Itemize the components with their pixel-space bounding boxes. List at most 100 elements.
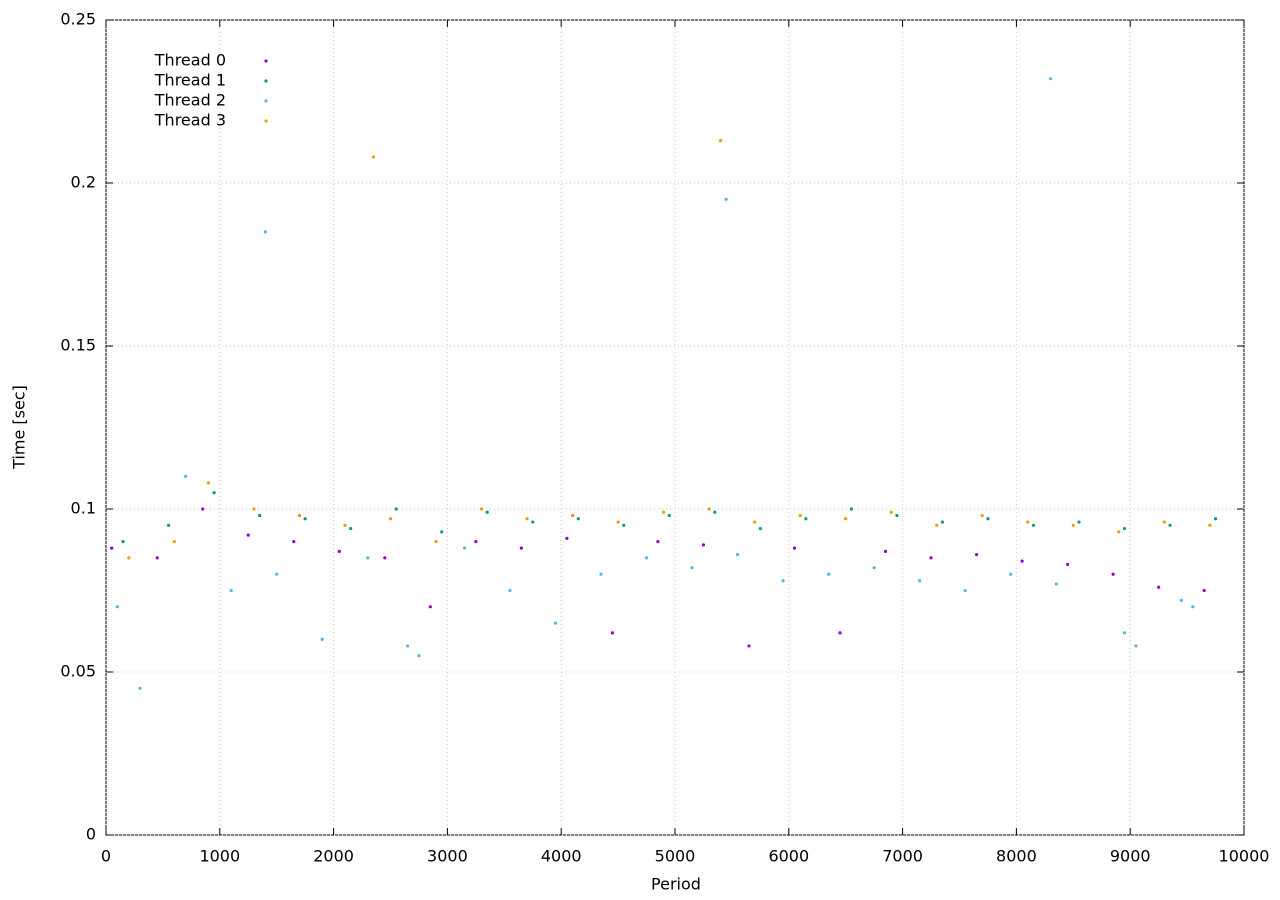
data-point	[320, 637, 324, 642]
data-point	[1026, 520, 1030, 524]
data-point	[184, 474, 188, 478]
y-tick-label: 0	[86, 825, 96, 844]
data-point	[263, 230, 267, 234]
data-point	[1122, 631, 1127, 635]
data-point	[531, 520, 535, 524]
data-point	[366, 556, 370, 560]
data-point	[747, 644, 751, 648]
data-point	[1048, 77, 1053, 81]
x-tick-label: 5000	[655, 847, 696, 866]
data-point	[889, 510, 893, 514]
x-axis-label: Period	[651, 875, 701, 894]
data-point	[883, 549, 888, 553]
data-point	[246, 533, 250, 537]
x-tick-label: 6000	[768, 847, 809, 866]
data-point	[428, 605, 432, 609]
data-point	[440, 530, 444, 534]
data-point	[417, 654, 421, 658]
data-point	[343, 523, 347, 527]
y-tick-label: 0.05	[60, 662, 96, 681]
data-point	[974, 553, 979, 557]
data-point	[963, 588, 967, 593]
legend-marker	[264, 79, 268, 83]
data-point	[758, 526, 762, 531]
data-point	[337, 549, 341, 553]
data-point	[827, 572, 831, 576]
data-point	[405, 644, 410, 648]
data-point	[525, 517, 529, 521]
data-point	[1111, 572, 1115, 576]
data-point	[844, 517, 848, 521]
data-point	[434, 540, 438, 544]
data-point	[1122, 526, 1127, 531]
data-point	[275, 572, 279, 576]
data-point	[1168, 523, 1172, 527]
data-point	[1031, 523, 1036, 527]
data-point	[508, 588, 512, 593]
data-point	[1191, 605, 1195, 609]
data-point	[1208, 523, 1212, 527]
data-point	[662, 510, 666, 514]
data-point	[718, 139, 723, 143]
legend-label: Thread 0	[154, 51, 226, 70]
data-point	[690, 566, 694, 570]
x-tick-label: 2000	[313, 847, 354, 866]
data-point	[553, 621, 558, 625]
data-point	[155, 556, 159, 560]
data-point	[1179, 598, 1184, 602]
y-tick-label: 0.15	[60, 336, 96, 355]
data-point	[479, 507, 484, 511]
data-point	[1054, 582, 1058, 586]
data-point	[838, 631, 842, 635]
data-point	[388, 517, 393, 521]
data-point	[935, 523, 939, 527]
data-point	[297, 513, 302, 518]
legend-marker	[264, 119, 268, 123]
data-point	[252, 507, 256, 511]
data-point	[1066, 562, 1070, 567]
data-point	[616, 520, 620, 524]
data-point	[872, 566, 876, 570]
data-point	[258, 513, 262, 518]
data-point	[610, 631, 615, 635]
data-point	[929, 556, 933, 560]
data-point	[121, 540, 125, 544]
data-point	[918, 579, 922, 583]
data-point	[656, 540, 660, 544]
data-point	[753, 520, 757, 524]
x-tick-label: 3000	[427, 847, 468, 866]
data-point	[724, 197, 728, 201]
data-point	[980, 513, 984, 518]
data-point	[172, 540, 176, 544]
data-point	[707, 507, 711, 511]
data-point	[701, 543, 706, 547]
x-tick-label: 9000	[1110, 847, 1151, 866]
x-tick-label: 4000	[541, 847, 582, 866]
data-point	[1009, 572, 1013, 576]
data-point	[1157, 585, 1161, 589]
data-point	[570, 513, 575, 518]
data-point	[599, 572, 603, 576]
data-point	[644, 556, 649, 560]
x-tick-label: 7000	[882, 847, 923, 866]
data-point	[485, 510, 489, 514]
data-point	[1077, 520, 1081, 524]
data-point	[1202, 588, 1206, 593]
x-tick-label: 8000	[996, 847, 1037, 866]
data-point	[206, 481, 211, 485]
data-point	[201, 507, 205, 511]
data-point	[1162, 520, 1166, 524]
data-point	[798, 513, 802, 518]
x-tick-label: 10000	[1219, 847, 1270, 866]
data-point	[667, 513, 671, 518]
data-point	[383, 556, 387, 560]
data-point	[1134, 644, 1138, 648]
legend-label: Thread 2	[154, 91, 226, 110]
data-point	[804, 517, 808, 521]
data-point	[110, 546, 114, 550]
data-point	[394, 507, 398, 511]
data-point	[474, 540, 478, 544]
y-tick-label: 0.25	[60, 10, 96, 29]
data-point	[576, 517, 580, 521]
